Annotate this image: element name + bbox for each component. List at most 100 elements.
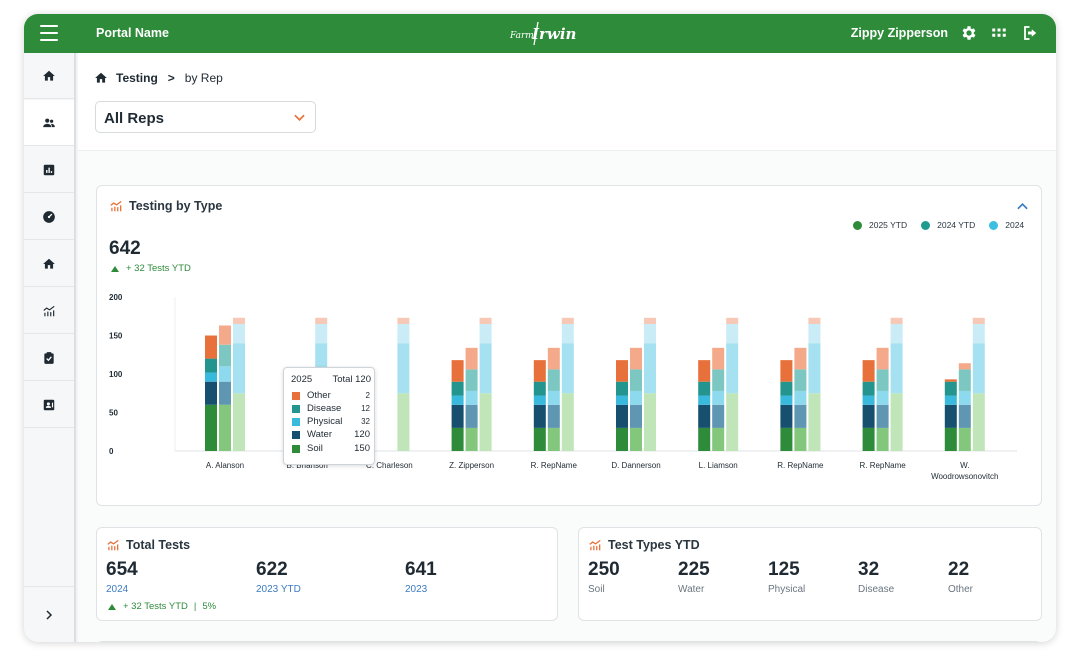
bar-segment[interactable] (958, 404, 971, 428)
bar-segment[interactable] (630, 369, 642, 391)
bar-segment[interactable] (205, 335, 217, 359)
bar-segment[interactable] (451, 395, 464, 405)
bar-segment[interactable] (451, 360, 464, 382)
bar-segment[interactable] (794, 347, 807, 370)
bar-segment[interactable] (862, 404, 875, 428)
bar-segment[interactable] (712, 427, 725, 451)
legend-item[interactable]: 2024 YTD (921, 220, 975, 230)
bar-segment[interactable] (698, 404, 711, 428)
bar-segment[interactable] (465, 404, 478, 428)
bar-segment[interactable] (780, 427, 793, 451)
breadcrumb-testing[interactable]: Testing (116, 71, 158, 85)
bar-segment[interactable] (561, 317, 574, 324)
bar-segment[interactable] (808, 317, 821, 324)
bar-segment[interactable] (397, 393, 410, 451)
rep-select[interactable]: All Reps (95, 101, 316, 133)
bar-segment[interactable] (451, 381, 464, 396)
menu-icon[interactable] (40, 25, 58, 41)
sidebar-item-tasks[interactable] (24, 335, 74, 381)
bar-segment[interactable] (630, 347, 642, 370)
bar-segment[interactable] (890, 393, 903, 451)
bar-segment[interactable] (862, 360, 875, 382)
sidebar-item-users[interactable] (24, 100, 74, 146)
bar-segment[interactable] (616, 395, 628, 405)
bar-segment[interactable] (547, 369, 560, 391)
bar-segment[interactable] (233, 323, 245, 344)
bar-segment[interactable] (616, 404, 628, 428)
bar-segment[interactable] (479, 393, 492, 451)
bar-segment[interactable] (972, 343, 985, 394)
bar-segment[interactable] (233, 393, 245, 451)
sidebar-item-trends[interactable] (24, 288, 74, 334)
bar-segment[interactable] (219, 325, 231, 345)
chevron-up-icon[interactable] (1017, 202, 1028, 210)
bar-segment[interactable] (205, 381, 217, 405)
bar-segment[interactable] (616, 381, 628, 396)
logout-icon[interactable] (1022, 24, 1040, 42)
bar-segment[interactable] (465, 390, 478, 405)
bar-segment[interactable] (698, 360, 711, 382)
bar-segment[interactable] (561, 343, 574, 394)
bar-segment[interactable] (794, 369, 807, 391)
sidebar-item-dashboard[interactable] (24, 194, 74, 240)
bar-segment[interactable] (219, 366, 231, 382)
bar-segment[interactable] (219, 344, 231, 367)
bar-segment[interactable] (698, 427, 711, 451)
bar-segment[interactable] (233, 317, 245, 324)
bar-segment[interactable] (712, 390, 725, 405)
bar-segment[interactable] (561, 323, 574, 344)
bar-segment[interactable] (958, 363, 971, 370)
bar-segment[interactable] (862, 395, 875, 405)
home-icon[interactable] (94, 71, 108, 85)
bar-segment[interactable] (890, 343, 903, 394)
bar-segment[interactable] (862, 381, 875, 396)
bar-segment[interactable] (547, 347, 560, 370)
bar-segment[interactable] (958, 369, 971, 391)
user-name[interactable]: Zippy Zipperson (850, 26, 948, 40)
bar-segment[interactable] (479, 343, 492, 394)
bar-segment[interactable] (205, 372, 217, 382)
bar-segment[interactable] (533, 381, 546, 396)
bar-segment[interactable] (726, 393, 739, 451)
apps-grid-icon[interactable] (990, 24, 1008, 42)
bar-segment[interactable] (944, 404, 957, 428)
bar-segment[interactable] (890, 317, 903, 324)
bar-segment[interactable] (794, 404, 807, 428)
bar-segment[interactable] (972, 393, 985, 451)
bar-segment[interactable] (780, 404, 793, 428)
bar-segment[interactable] (533, 404, 546, 428)
bar-segment[interactable] (533, 360, 546, 382)
bar-segment[interactable] (958, 390, 971, 405)
bar-segment[interactable] (315, 323, 328, 344)
sidebar-item-contacts[interactable] (24, 382, 74, 428)
bar-segment[interactable] (644, 317, 656, 324)
bar-segment[interactable] (944, 379, 957, 382)
bar-segment[interactable] (397, 323, 410, 344)
bar-segment[interactable] (644, 393, 656, 451)
bar-segment[interactable] (547, 390, 560, 405)
bar-segment[interactable] (794, 390, 807, 405)
bar-segment[interactable] (890, 323, 903, 344)
bar-segment[interactable] (233, 343, 245, 394)
bar-segment[interactable] (205, 404, 217, 451)
bar-segment[interactable] (780, 395, 793, 405)
bar-segment[interactable] (698, 395, 711, 405)
bar-segment[interactable] (630, 390, 642, 405)
bar-segment[interactable] (726, 343, 739, 394)
bar-segment[interactable] (616, 360, 628, 382)
bar-segment[interactable] (808, 323, 821, 344)
bar-segment[interactable] (644, 323, 656, 344)
bar-segment[interactable] (533, 395, 546, 405)
sidebar-item-home[interactable] (24, 53, 74, 99)
bar-segment[interactable] (712, 369, 725, 391)
bar-segment[interactable] (862, 427, 875, 451)
sidebar-expand-button[interactable] (24, 586, 74, 642)
bar-segment[interactable] (397, 317, 410, 324)
bar-segment[interactable] (944, 381, 957, 396)
bar-segment[interactable] (808, 393, 821, 451)
bar-segment[interactable] (726, 323, 739, 344)
settings-icon[interactable] (960, 24, 978, 42)
bar-segment[interactable] (315, 317, 328, 324)
bar-segment[interactable] (479, 317, 492, 324)
bar-segment[interactable] (616, 427, 628, 451)
